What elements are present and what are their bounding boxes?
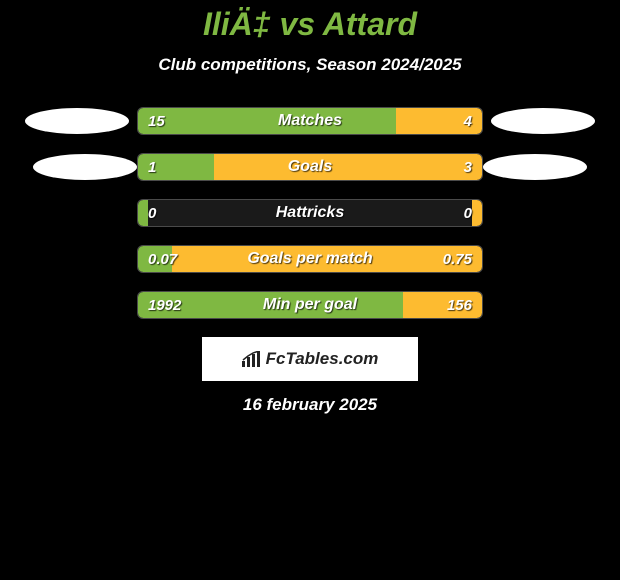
player-avatar-left	[25, 108, 129, 134]
player-avatar-left-slot	[15, 154, 137, 180]
player-avatar-right	[491, 108, 595, 134]
stat-label: Min per goal	[138, 292, 482, 318]
chart-icon	[242, 351, 262, 367]
date-label: 16 february 2025	[0, 395, 620, 415]
logo-text-label: FcTables.com	[266, 349, 379, 369]
stat-row: 0.070.75Goals per match	[0, 245, 620, 273]
stat-row: 00Hattricks	[0, 199, 620, 227]
player-avatar-left-slot	[17, 108, 137, 134]
match-title: IliÄ‡ vs Attard	[0, 6, 620, 43]
stat-bar: 0.070.75Goals per match	[137, 245, 483, 273]
stat-row: 13Goals	[0, 153, 620, 181]
comparison-panel: IliÄ‡ vs Attard Club competitions, Seaso…	[0, 0, 620, 415]
stat-bar: 1992156Min per goal	[137, 291, 483, 319]
stat-label: Hattricks	[138, 200, 482, 226]
source-logo-box: FcTables.com	[202, 337, 418, 381]
stat-row: 1992156Min per goal	[0, 291, 620, 319]
competition-subtitle: Club competitions, Season 2024/2025	[0, 55, 620, 75]
stat-label: Goals per match	[138, 246, 482, 272]
stat-row: 154Matches	[0, 107, 620, 135]
stat-label: Matches	[138, 108, 482, 134]
stat-bar: 13Goals	[137, 153, 483, 181]
stat-label: Goals	[138, 154, 482, 180]
stat-bar: 00Hattricks	[137, 199, 483, 227]
player-avatar-right-slot	[483, 108, 603, 134]
player-avatar-left	[33, 154, 137, 180]
stats-rows: 154Matches 13Goals 00Hattricks 0.070.75Goal…	[0, 107, 620, 319]
stat-bar: 154Matches	[137, 107, 483, 135]
player-avatar-right-slot	[483, 154, 605, 180]
player-avatar-right	[483, 154, 587, 180]
source-logo: FcTables.com	[242, 349, 379, 369]
